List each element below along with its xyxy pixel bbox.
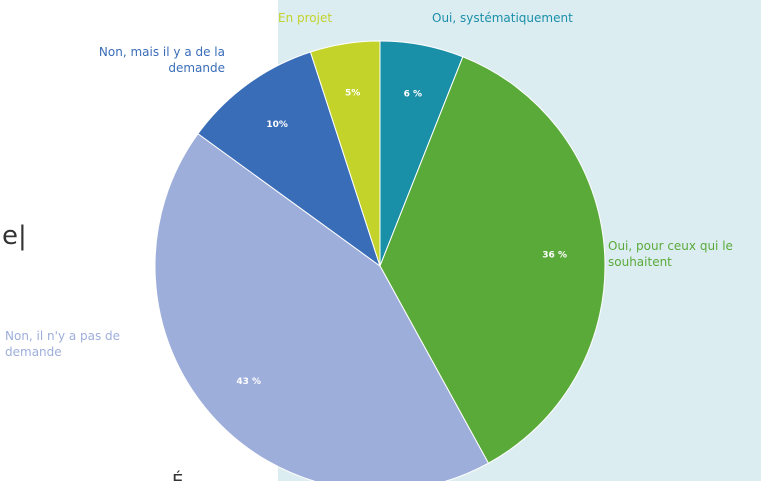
category-label: Oui, pour ceux qui le souhaitent — [608, 239, 733, 269]
pie-slice — [197, 51, 381, 268]
pie-slice — [379, 56, 606, 464]
data-label: 43 % — [236, 377, 261, 387]
pie-slice — [154, 133, 490, 481]
data-label: 5% — [345, 89, 360, 99]
category-label: En projet — [278, 11, 333, 25]
data-label: 36 % — [542, 251, 567, 261]
text-fragment: e| — [2, 221, 27, 251]
pie-slice — [309, 40, 381, 267]
text-fragment: É — [172, 470, 183, 481]
category-label: Non, mais il y a de la demande — [98, 45, 225, 75]
data-label: 6 % — [404, 90, 422, 100]
category-label: Oui, systématiquement — [432, 11, 573, 25]
data-label: 10% — [266, 120, 288, 130]
category-label: Non, il n'y a pas de demande — [5, 329, 121, 359]
